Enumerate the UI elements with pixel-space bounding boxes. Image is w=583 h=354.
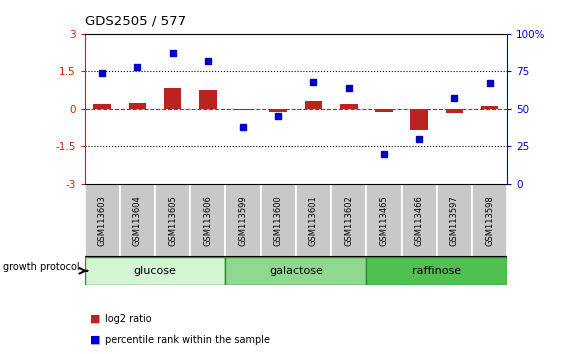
Bar — [296, 184, 331, 257]
Bar — [481, 105, 498, 109]
Bar — [85, 257, 226, 285]
Bar — [190, 184, 226, 257]
Text: GSM113598: GSM113598 — [485, 195, 494, 246]
Bar — [366, 257, 507, 285]
Bar — [155, 184, 190, 257]
Bar — [410, 109, 428, 130]
Text: GSM113465: GSM113465 — [380, 195, 388, 246]
Bar — [93, 104, 111, 109]
Text: GSM113605: GSM113605 — [168, 195, 177, 246]
Bar — [234, 109, 252, 110]
Bar — [226, 184, 261, 257]
Text: galactose: galactose — [269, 266, 323, 276]
Bar — [437, 184, 472, 257]
Bar — [402, 184, 437, 257]
Bar — [375, 109, 393, 112]
Text: GSM113606: GSM113606 — [203, 195, 212, 246]
Text: GSM113603: GSM113603 — [97, 195, 107, 246]
Bar — [261, 184, 296, 257]
Text: log2 ratio: log2 ratio — [105, 314, 152, 324]
Text: GDS2505 / 577: GDS2505 / 577 — [85, 14, 185, 27]
Bar — [305, 101, 322, 109]
Text: raffinose: raffinose — [412, 266, 461, 276]
Bar — [366, 184, 402, 257]
Bar — [199, 90, 217, 109]
Bar — [120, 184, 155, 257]
Bar — [226, 257, 366, 285]
Text: GSM113597: GSM113597 — [450, 195, 459, 246]
Bar — [331, 184, 366, 257]
Text: percentile rank within the sample: percentile rank within the sample — [105, 335, 270, 345]
Text: GSM113601: GSM113601 — [309, 195, 318, 246]
Text: GSM113604: GSM113604 — [133, 195, 142, 246]
Text: growth protocol: growth protocol — [3, 262, 79, 272]
Bar — [340, 104, 357, 109]
Bar — [445, 109, 463, 113]
Text: ■: ■ — [90, 335, 101, 345]
Bar — [164, 87, 181, 109]
Text: GSM113466: GSM113466 — [415, 195, 424, 246]
Bar — [269, 109, 287, 112]
Text: GSM113600: GSM113600 — [274, 195, 283, 246]
Bar — [472, 184, 507, 257]
Text: ■: ■ — [90, 314, 101, 324]
Text: glucose: glucose — [134, 266, 177, 276]
Text: GSM113599: GSM113599 — [238, 195, 248, 246]
Bar — [129, 103, 146, 109]
Bar — [85, 184, 120, 257]
Text: GSM113602: GSM113602 — [344, 195, 353, 246]
